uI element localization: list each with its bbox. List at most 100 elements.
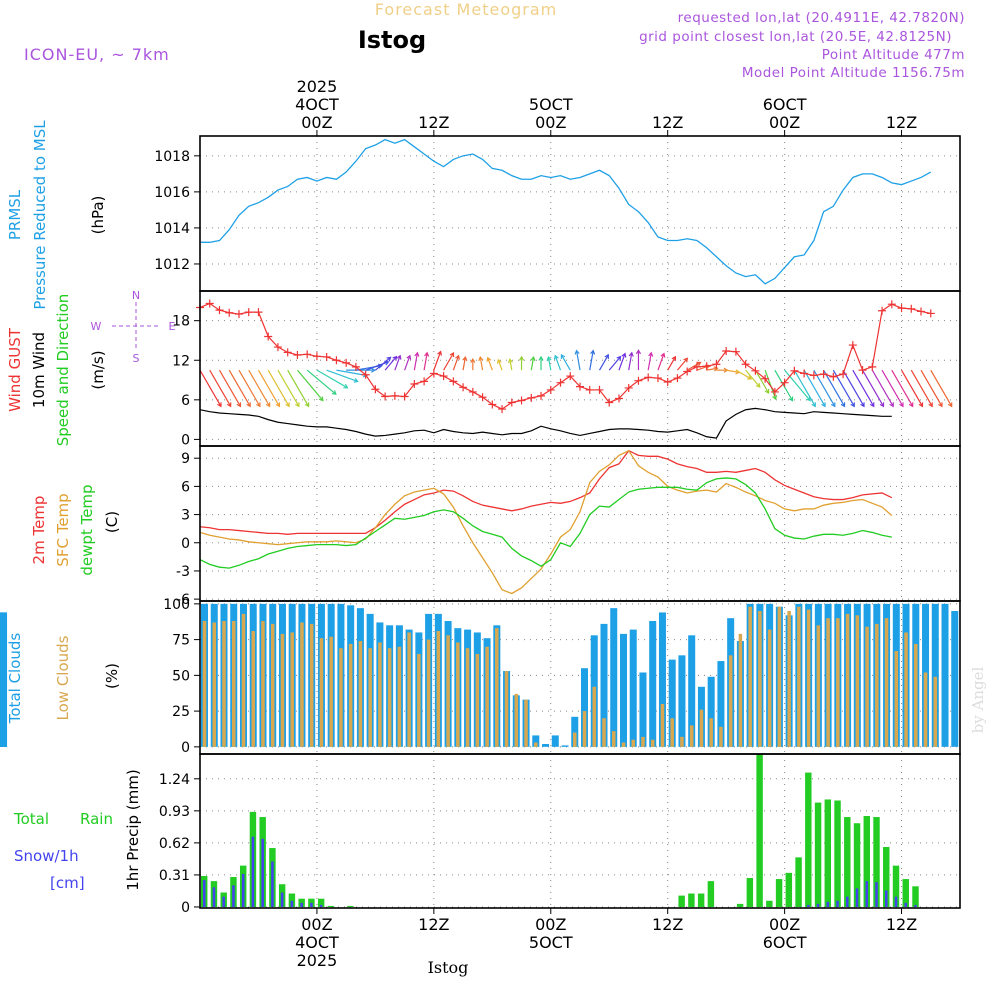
low-cloud-bar — [397, 646, 402, 747]
compass-e: E — [169, 320, 176, 333]
gust-marker — [527, 393, 536, 402]
gust-marker — [926, 309, 935, 318]
wind-arrow-head — [811, 402, 816, 408]
wind-arrow-head — [437, 350, 442, 356]
gust-marker — [507, 398, 516, 407]
wind-arrow-head — [683, 357, 689, 363]
label-dewpt-temp: dewpt Temp — [78, 484, 96, 575]
low-cloud-bar — [300, 622, 304, 747]
label-1hr-precip: 1hr Precip (mm) — [124, 769, 142, 890]
wind-arrow-head — [396, 354, 402, 360]
low-cloud-bar — [787, 611, 791, 747]
wind-arrow-head — [546, 356, 552, 362]
rain-bar — [912, 886, 919, 907]
gust-marker — [770, 387, 779, 396]
x-tick-label-bottom: 00Z — [769, 915, 800, 934]
total-cloud-bar — [678, 655, 686, 747]
snow-bar — [836, 900, 839, 907]
rain-bar — [785, 872, 793, 907]
wind-arrow-head — [318, 396, 324, 402]
gust-marker — [468, 387, 477, 396]
model-altitude: Model Point Altitude 1156.75m — [742, 65, 965, 81]
low-cloud-bar — [884, 618, 889, 747]
wind-arrow-head — [256, 402, 261, 408]
total-cloud-bar — [951, 611, 959, 747]
low-cloud-bar — [631, 739, 635, 747]
y-tick-label: 1016 — [154, 185, 190, 201]
wind-arrow — [228, 369, 251, 407]
temp-sfc-line — [199, 449, 893, 595]
wind-arrow-head — [635, 349, 642, 355]
wind-arrow-head — [604, 353, 609, 359]
low-cloud-bar — [261, 621, 265, 747]
gust-marker — [361, 370, 370, 379]
wind-arrow-head — [353, 377, 359, 383]
wind-arrow-head — [560, 353, 566, 359]
y-tick-label: 0.31 — [159, 868, 190, 884]
wind-arrow-head — [928, 402, 933, 408]
wind-arrow — [813, 369, 836, 407]
low-cloud-bar — [426, 639, 431, 747]
wind-arrow — [628, 352, 633, 371]
wind-arrow-head — [331, 390, 337, 395]
low-cloud-bar — [641, 736, 645, 747]
wind-arrow — [910, 369, 933, 407]
x-tick-label-top: 12Z — [886, 113, 917, 132]
y-tick-label: 6 — [181, 393, 190, 409]
gust-marker — [644, 373, 653, 382]
y-tick-label: 75 — [172, 633, 190, 649]
gust-marker — [839, 370, 848, 379]
low-cloud-bar — [845, 613, 850, 747]
gust-marker — [312, 352, 321, 361]
rain-bar — [688, 893, 695, 907]
wind-arrow-head — [414, 351, 420, 357]
y-tick-label: 0.93 — [159, 804, 190, 820]
x-tick-label-top: 2025 — [297, 77, 338, 96]
footer-location: Istog — [428, 958, 469, 977]
low-cloud-bar — [816, 625, 821, 747]
wind-arrow — [497, 359, 503, 371]
gust-marker — [332, 356, 341, 365]
rain-bar — [327, 905, 335, 907]
wind-arrow — [316, 369, 348, 389]
gust-marker — [663, 378, 672, 387]
low-cloud-bar — [728, 655, 733, 747]
snow-bar — [875, 882, 878, 907]
wind-arrow — [277, 369, 300, 407]
wind-arrow-head — [590, 349, 596, 355]
wind-arrow-head — [879, 402, 885, 408]
wind-arrow — [296, 369, 324, 401]
gust-marker — [653, 374, 662, 383]
label-low-clouds: Low Clouds — [54, 635, 72, 720]
wind-arrow — [433, 351, 442, 371]
wind-arrow — [248, 369, 271, 407]
low-cloud-bar — [670, 718, 674, 747]
wind-arrow — [598, 354, 609, 371]
gust-marker — [722, 347, 731, 356]
wind-arrow — [589, 350, 594, 371]
gust-marker — [439, 372, 448, 381]
y-tick-label: 12 — [172, 353, 190, 369]
x-tick-label-top: 6OCT — [763, 95, 807, 114]
wind-arrow — [774, 369, 793, 401]
wind-arrow — [267, 369, 290, 407]
gust-marker — [683, 367, 692, 376]
y-tick-label: 1012 — [154, 257, 190, 273]
low-cloud-bar — [865, 626, 869, 747]
y-tick-label: 100 — [163, 597, 190, 613]
low-cloud-bar — [241, 613, 246, 747]
panel-wind: 0 6 12 18 Wind GUST 10m Wind Speed and Directi… — [6, 289, 960, 448]
x-tick-label-bottom: 00Z — [301, 915, 332, 934]
rain-bar — [736, 903, 744, 907]
total-cloud-bar — [551, 735, 559, 747]
credit-watermark: by Angel — [969, 666, 987, 733]
low-cloud-bar — [319, 638, 324, 747]
label-celsius: (C) — [103, 511, 121, 533]
low-cloud-bar — [407, 632, 411, 747]
rain-bar — [902, 879, 909, 907]
gust-marker — [917, 307, 926, 316]
total-cloud-bar — [629, 629, 637, 747]
gust-marker — [858, 366, 867, 375]
total-cloud-bar — [649, 621, 657, 747]
